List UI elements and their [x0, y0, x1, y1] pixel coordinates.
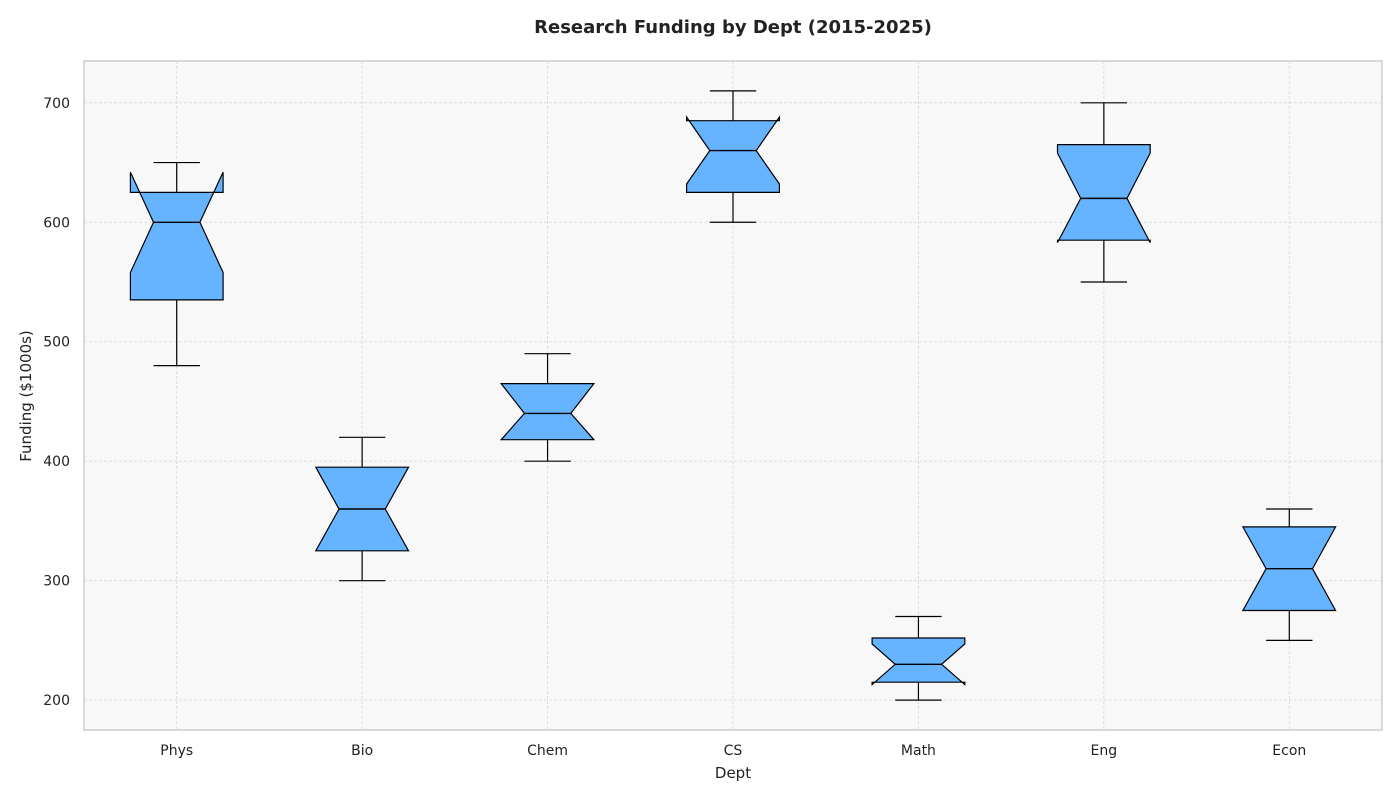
y-tick-label: 300: [43, 574, 70, 590]
chart-title: Research Funding by Dept (2015-2025): [534, 17, 932, 38]
box-body: [871, 637, 966, 686]
x-tick-label: Econ: [1272, 743, 1306, 759]
y-tick-label: 500: [43, 335, 70, 351]
boxes: [129, 90, 1337, 701]
box-math: [871, 615, 966, 701]
box-bio: [314, 436, 410, 582]
box-body: [685, 115, 781, 193]
x-tick-label: Eng: [1091, 743, 1118, 759]
y-tick-label: 400: [43, 454, 70, 470]
x-tick-label: CS: [724, 743, 743, 759]
box-body: [129, 171, 224, 301]
y-axis-label: Funding ($1000s): [17, 330, 35, 462]
x-tick-label: Bio: [351, 743, 373, 759]
x-tick-label: Chem: [527, 743, 568, 759]
box-body: [1056, 144, 1151, 243]
box-eng: [1056, 102, 1151, 283]
x-axis-label: Dept: [715, 764, 751, 782]
tick-labels: 200 300 400 500 600 700 Phys Bio Chem CS Math Eng Ec…: [43, 96, 1306, 759]
box-cs: [685, 90, 781, 223]
y-tick-label: 600: [43, 215, 70, 231]
x-tick-label: Phys: [160, 743, 193, 759]
box-chem: [499, 353, 596, 462]
y-tick-label: 700: [43, 96, 70, 112]
box-phys: [129, 161, 224, 367]
x-tick-label: Math: [901, 743, 936, 759]
y-tick-label: 200: [43, 693, 70, 709]
box-econ: [1241, 508, 1337, 642]
